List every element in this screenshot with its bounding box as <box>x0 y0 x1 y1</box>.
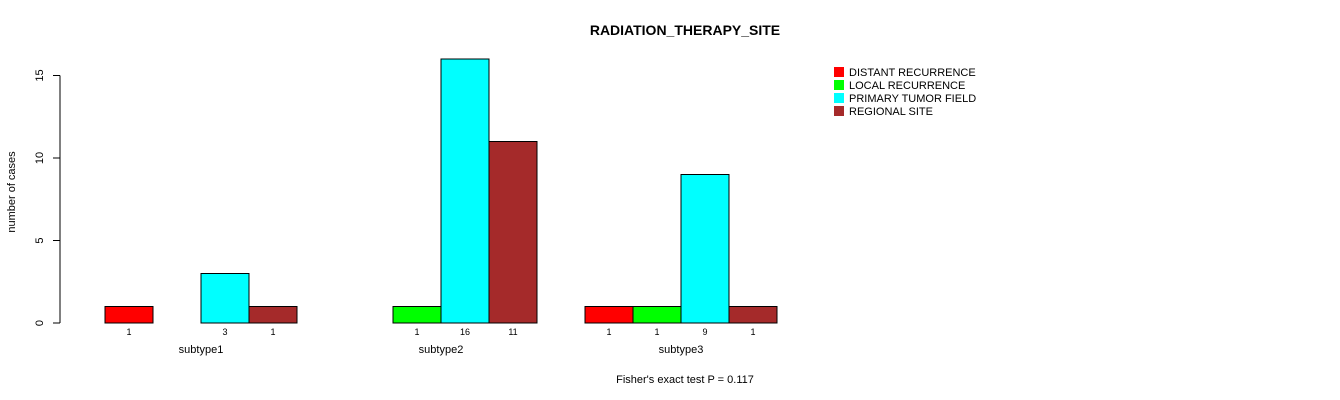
category-label: subtype1 <box>179 344 224 356</box>
y-tick-label: 10 <box>34 152 46 164</box>
bar <box>200 273 250 324</box>
legend-swatch <box>834 93 844 103</box>
chart-title: RADIATION_THERAPY_SITE <box>590 22 780 38</box>
bar <box>392 306 442 324</box>
bar-count-label: 9 <box>702 327 707 337</box>
legend-label: LOCAL RECURRENCE <box>849 80 965 92</box>
count-labels: 1 3 1 1 16 11 1 1 9 1 <box>126 327 755 337</box>
bar <box>488 141 538 324</box>
bar-count-label: 16 <box>460 327 470 337</box>
y-tick-label: 15 <box>34 69 46 81</box>
y-tick-label: 5 <box>34 237 46 243</box>
y-axis-label: number of cases <box>6 151 18 233</box>
legend-swatch <box>834 106 844 116</box>
y-axis: 0 5 10 15 <box>34 69 61 326</box>
bars <box>104 58 778 324</box>
bar-count-label: 3 <box>222 327 227 337</box>
legend-label: PRIMARY TUMOR FIELD <box>849 93 976 105</box>
legend-label: DISTANT RECURRENCE <box>849 67 976 79</box>
bar <box>584 306 634 324</box>
bar-count-label: 1 <box>270 327 275 337</box>
y-tick-label: 0 <box>34 320 46 326</box>
bar <box>104 306 154 324</box>
fisher-test-footnote: Fisher's exact test P = 0.117 <box>616 374 754 386</box>
bar-count-label: 1 <box>414 327 419 337</box>
category-labels: subtype1 subtype2 subtype3 <box>179 344 704 356</box>
bar <box>440 58 490 324</box>
bar <box>248 306 298 324</box>
bar <box>728 306 778 324</box>
bar <box>680 174 730 324</box>
legend-swatch <box>834 67 844 77</box>
bar-count-label: 1 <box>126 327 131 337</box>
bar-count-label: 1 <box>606 327 611 337</box>
bar-count-label: 1 <box>750 327 755 337</box>
bar-count-label: 1 <box>654 327 659 337</box>
bar-count-label: 11 <box>508 327 517 337</box>
legend-label: REGIONAL SITE <box>849 106 933 118</box>
bar <box>632 306 682 324</box>
legend-swatch <box>834 80 844 90</box>
category-label: subtype2 <box>419 344 464 356</box>
category-label: subtype3 <box>659 344 704 356</box>
